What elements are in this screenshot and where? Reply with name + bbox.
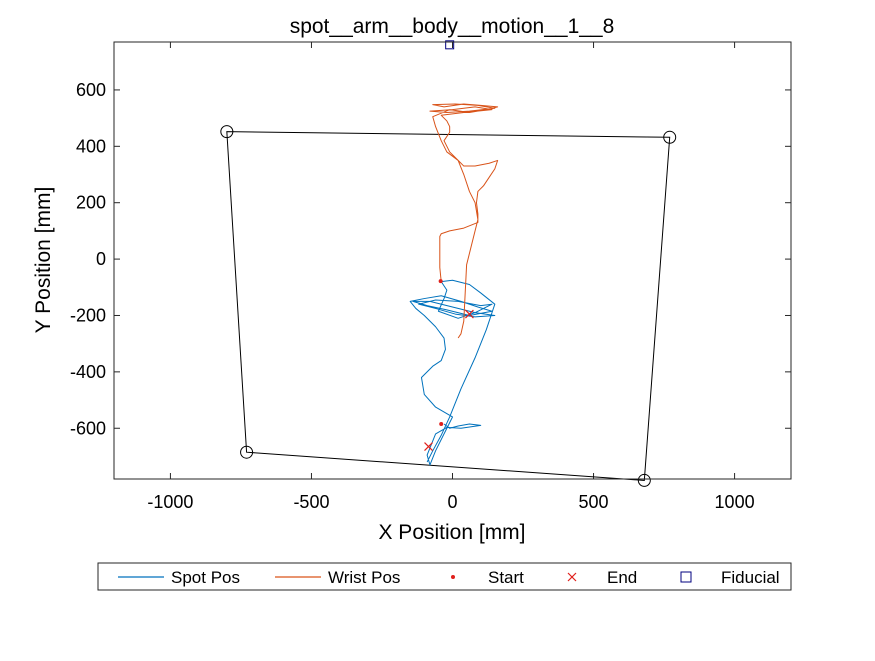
y-tick-label: 600 — [76, 80, 106, 100]
legend-fiducial-label: Fiducial — [721, 568, 780, 587]
boundary-corner-marker — [663, 130, 677, 144]
legend-fiducial-marker — [680, 571, 692, 583]
y-tick-label: -200 — [70, 305, 106, 325]
wrist-pos-trajectory — [429, 103, 499, 339]
legend-start-marker — [451, 575, 455, 579]
boundary-corner-marker — [240, 445, 254, 459]
x-tick-label: 0 — [447, 492, 457, 512]
start-marker — [439, 422, 444, 427]
spot-pos-trajectory — [409, 279, 496, 466]
boundary-corner-marker — [220, 125, 234, 139]
legend-end-label: End — [607, 568, 637, 587]
fiducial-marker — [445, 40, 455, 50]
boundary-corner-marker — [637, 473, 651, 487]
x-tick-label: -500 — [293, 492, 329, 512]
y-tick-label: 0 — [96, 249, 106, 269]
x-tick-label: 1000 — [715, 492, 755, 512]
y-tick-label: -400 — [70, 362, 106, 382]
start-marker — [438, 279, 443, 284]
boundary-polygon — [226, 131, 671, 481]
plot-frame — [113, 41, 792, 480]
y-tick-label: 400 — [76, 136, 106, 156]
y-tick-label: 200 — [76, 193, 106, 213]
legend-spot-pos-label: Spot Pos — [171, 568, 240, 587]
x-tick-label: 500 — [579, 492, 609, 512]
y-tick-label: -600 — [70, 418, 106, 438]
chart-title: spot__arm__body__motion__1__8 — [290, 15, 615, 38]
end-marker — [465, 309, 474, 319]
plot-area — [114, 42, 791, 479]
y-axis-label: Y Position [mm] — [32, 187, 55, 334]
legend: Spot Pos Wrist Pos Start End Fiducial — [97, 562, 792, 591]
legend-start-label: Start — [488, 568, 524, 587]
x-tick-label: -1000 — [147, 492, 193, 512]
legend-end-marker — [567, 572, 577, 582]
legend-box — [97, 562, 792, 591]
x-axis-label: X Position [mm] — [378, 521, 525, 544]
legend-wrist-pos-label: Wrist Pos — [328, 568, 400, 587]
end-marker — [424, 442, 433, 452]
